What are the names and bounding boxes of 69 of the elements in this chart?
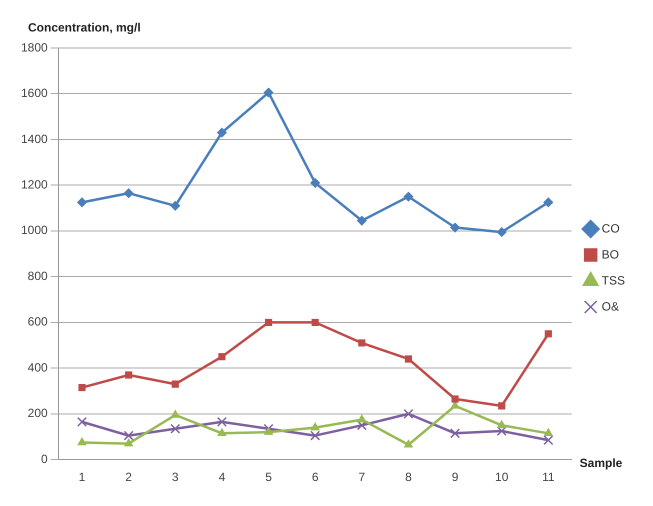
point xyxy=(124,188,134,198)
point xyxy=(452,395,459,403)
point xyxy=(310,422,320,430)
point xyxy=(357,216,367,226)
point xyxy=(358,339,366,347)
point xyxy=(498,420,506,428)
y-tick-label: 800 xyxy=(28,268,48,283)
point xyxy=(403,408,414,419)
y-tick-label: 1600 xyxy=(20,86,48,100)
point xyxy=(125,371,132,379)
point xyxy=(450,222,460,232)
point xyxy=(404,192,414,202)
y-tick-label: 0 xyxy=(41,452,48,466)
x-tick-label: 3 xyxy=(172,470,179,484)
y-tick-label: 600 xyxy=(28,314,48,329)
x-tick-label: 6 xyxy=(312,470,319,484)
point xyxy=(358,414,366,422)
point xyxy=(404,355,412,363)
point xyxy=(78,438,86,446)
point xyxy=(544,428,553,436)
legend-label: CO xyxy=(602,221,620,236)
point xyxy=(544,198,554,208)
point xyxy=(218,353,226,360)
y-tick-label: 200 xyxy=(28,406,48,420)
point xyxy=(77,416,88,427)
point xyxy=(171,410,180,418)
x-axis-title: Sample xyxy=(580,456,623,470)
legend-label: BO xyxy=(602,247,620,262)
point xyxy=(264,318,272,326)
point xyxy=(172,380,179,388)
x-tick-label: 9 xyxy=(452,470,459,484)
y-tick-label: 1400 xyxy=(20,132,48,146)
point xyxy=(124,438,133,446)
point xyxy=(312,318,319,326)
point xyxy=(78,384,86,392)
point xyxy=(170,201,180,211)
x-tick-label: 5 xyxy=(265,470,272,484)
y-tick-label: 1200 xyxy=(20,178,48,192)
point xyxy=(264,427,273,435)
point xyxy=(310,178,320,188)
point xyxy=(310,430,320,441)
y-axis-title: Concentration, mg/l xyxy=(28,20,141,34)
x-tick-label: 2 xyxy=(125,470,132,484)
legend-label: TSS xyxy=(602,273,626,288)
point xyxy=(170,424,180,434)
point xyxy=(496,227,506,237)
point xyxy=(218,428,226,436)
point xyxy=(496,426,507,436)
point xyxy=(264,88,274,98)
x-tick-label: 1 xyxy=(78,470,86,484)
point xyxy=(498,402,506,410)
x-tick-label: 11 xyxy=(542,470,555,484)
y-tick-label: 1800 xyxy=(20,40,48,54)
x-tick-label: 7 xyxy=(358,470,366,484)
point xyxy=(216,416,227,427)
legend-label: O& xyxy=(602,299,620,314)
point xyxy=(544,330,552,338)
y-tick-label: 400 xyxy=(28,360,48,374)
x-tick-label: 10 xyxy=(495,470,509,484)
point xyxy=(356,420,367,430)
point xyxy=(217,128,227,138)
x-tick-label: 8 xyxy=(405,470,412,484)
point xyxy=(124,430,134,441)
point xyxy=(77,198,87,208)
point xyxy=(543,435,554,446)
point xyxy=(450,428,460,438)
point xyxy=(404,440,413,448)
y-tick-label: 1000 xyxy=(20,223,48,238)
x-tick-label: 4 xyxy=(218,470,226,484)
